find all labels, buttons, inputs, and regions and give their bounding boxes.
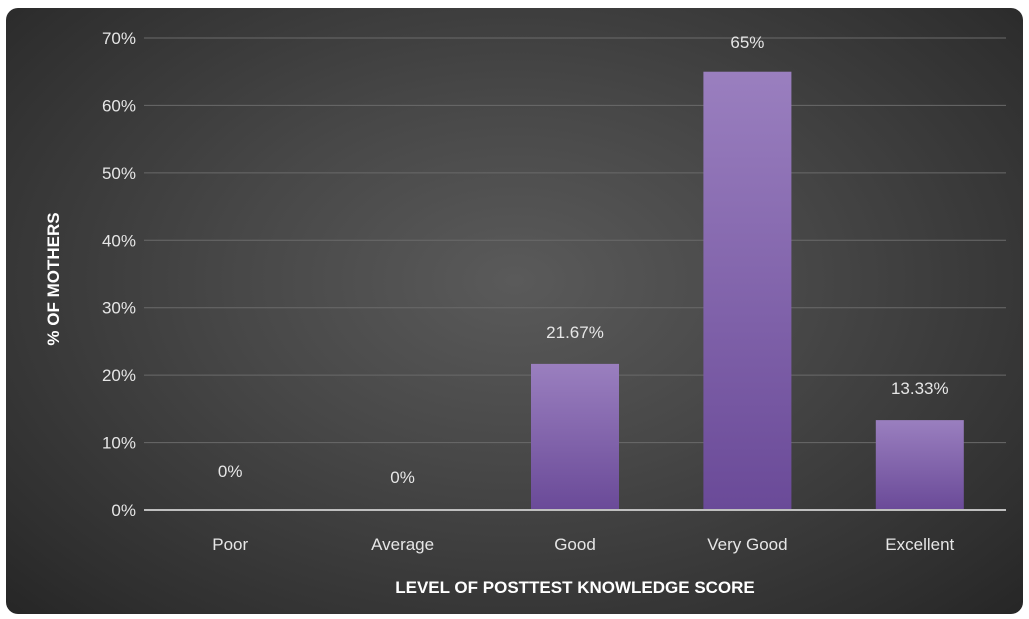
y-axis-ticks: 0% 10% 20% 30% 40% 50% 60% 70% bbox=[102, 29, 136, 520]
data-label: 0% bbox=[218, 462, 243, 481]
y-tick-label: 20% bbox=[102, 366, 136, 385]
y-axis-title: % OF MOTHERS bbox=[44, 212, 63, 345]
bar-very-good bbox=[703, 71, 792, 510]
data-label: 13.33% bbox=[891, 379, 949, 398]
x-axis-ticks: Poor Average Good Very Good Excellent bbox=[212, 535, 954, 554]
bar-good bbox=[531, 363, 619, 510]
chart-frame: 0% 10% 20% 30% 40% 50% 60% 70% 0% 0% 21.67% 65% 13.… bbox=[6, 8, 1023, 614]
x-tick-label: Excellent bbox=[885, 535, 954, 554]
data-label: 21.67% bbox=[546, 323, 604, 342]
y-tick-label: 0% bbox=[111, 501, 136, 520]
x-tick-label: Average bbox=[371, 535, 434, 554]
y-tick-label: 60% bbox=[102, 96, 136, 115]
y-tick-label: 40% bbox=[102, 231, 136, 250]
y-tick-label: 50% bbox=[102, 164, 136, 183]
data-labels: 0% 0% 21.67% 65% 13.33% bbox=[218, 33, 949, 487]
grid-lines bbox=[144, 37, 1006, 444]
data-label: 0% bbox=[390, 468, 415, 487]
bar-chart: 0% 10% 20% 30% 40% 50% 60% 70% 0% 0% 21.67% 65% 13.… bbox=[44, 29, 1006, 597]
x-tick-label: Poor bbox=[212, 535, 248, 554]
x-tick-label: Good bbox=[554, 535, 596, 554]
bars bbox=[531, 71, 964, 510]
x-tick-label: Very Good bbox=[707, 535, 787, 554]
y-tick-label: 30% bbox=[102, 299, 136, 318]
y-tick-label: 70% bbox=[102, 29, 136, 48]
bar-excellent bbox=[875, 420, 964, 510]
x-axis-title: LEVEL OF POSTTEST KNOWLEDGE SCORE bbox=[395, 578, 755, 597]
y-tick-label: 10% bbox=[102, 434, 136, 453]
data-label: 65% bbox=[730, 33, 764, 52]
